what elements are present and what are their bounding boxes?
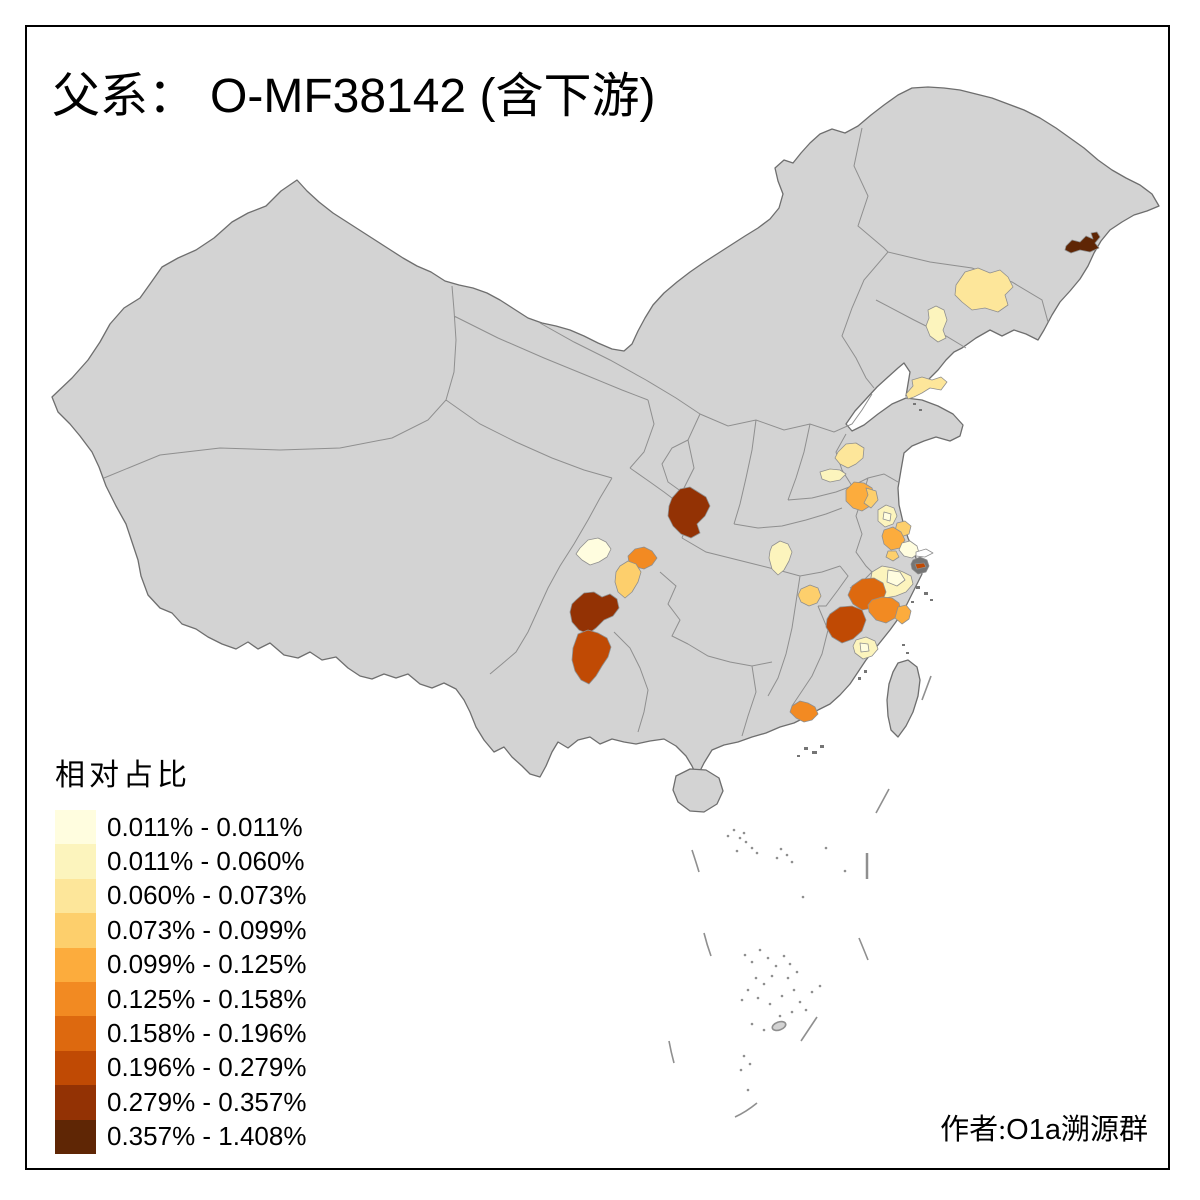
legend-label-4: 0.073% - 0.099% [107, 914, 307, 945]
title-close-paren: ) [639, 70, 656, 123]
attribution-latin: O1a [1006, 1114, 1061, 1146]
region-patch-northeast-yunnan [571, 629, 612, 685]
legend-row: 0.011% - 0.011% [55, 810, 306, 845]
legend-swatch-2 [55, 844, 96, 879]
region-patch-south-shaanxi [667, 486, 711, 539]
region-patch-south-jiangsu [885, 550, 900, 562]
region-patch-huaian-east [863, 487, 879, 509]
legend-label-10: 0.357% - 1.408% [107, 1121, 307, 1152]
region-patch-jilin [954, 267, 1014, 313]
attribution-suffix: 溯源群 [1060, 1114, 1148, 1146]
legend-label-5: 0.099% - 0.125% [107, 949, 307, 980]
legend-swatch-6 [55, 981, 96, 1017]
legend-label-3: 0.060% - 0.073% [107, 880, 307, 911]
china-mainland-outline [51, 86, 1160, 778]
region-patch-liaodong [905, 376, 948, 400]
attribution: 作者:O1a溯源群 [940, 1106, 1148, 1148]
legend-swatch-4 [55, 913, 96, 948]
legend-row: 0.099% - 0.125% [55, 947, 307, 982]
title-cjk-suffix: 含下游 [495, 70, 640, 123]
region-patch-northeast-jiangxi [797, 584, 822, 607]
region-patch-central-pale [768, 540, 793, 576]
legend-row: 0.073% - 0.099% [55, 913, 307, 948]
legend-label-9: 0.279% - 0.357% [107, 1086, 307, 1117]
urban-specks [797, 403, 933, 757]
legend-swatch-7 [55, 1016, 96, 1051]
taiwan-island [886, 659, 921, 738]
region-patch-heilongjiang [1064, 231, 1101, 254]
legend-swatch-1 [55, 810, 96, 845]
legend-row: 0.125% - 0.158% [55, 981, 307, 1017]
legend-label-7: 0.158% - 0.196% [107, 1018, 307, 1049]
region-patch-yancheng-core [882, 511, 892, 522]
legend-row: 0.011% - 0.060% [55, 844, 306, 879]
legend-title: 相对占比 [55, 759, 191, 792]
title-haplogroup: O-MF38142 ( [210, 70, 496, 123]
region-patch-zhejiang-coast [894, 604, 912, 625]
legend-swatch-8 [55, 1050, 96, 1086]
legend-swatch-9 [55, 1085, 96, 1120]
region-patch-wenzhou-core [859, 642, 870, 653]
region-patch-liaoning-north [925, 305, 948, 343]
region-patch-nantong [898, 540, 920, 559]
legend-row: 0.196% - 0.279% [55, 1050, 307, 1086]
chongming-island [915, 548, 934, 558]
region-patch-chongqing-west [614, 560, 642, 599]
legend-swatch-10 [55, 1119, 96, 1154]
legend-row: 0.357% - 1.408% [55, 1119, 307, 1154]
legend-swatch-3 [55, 878, 96, 914]
region-patch-quzhou [825, 605, 867, 644]
legend-label-6: 0.125% - 0.158% [107, 983, 307, 1014]
legend-swatch-5 [55, 947, 96, 982]
region-patch-chengdu [575, 537, 612, 566]
region-patch-liangshan [569, 591, 620, 635]
legend-row: 0.060% - 0.073% [55, 878, 307, 914]
region-patch-jiangsu-west [819, 468, 847, 483]
page-title: 父系： O-MF38142 (含下游) [52, 56, 655, 126]
title-cjk-prefix: 父系： [52, 70, 197, 123]
legend: 相对占比 0.011% - 0.011% 0.011% - 0.060% 0.0… [55, 750, 306, 1154]
south-china-sea-islands [668, 675, 932, 1118]
highlighted-regions [569, 231, 1101, 723]
legend-label-1: 0.011% - 0.011% [107, 811, 303, 842]
hainan-island [672, 768, 724, 813]
region-patch-north-zhejiang-core [886, 569, 906, 587]
china-landmass [51, 86, 1160, 813]
legend-row: 0.158% - 0.196% [55, 1016, 307, 1051]
legend-label-8: 0.196% - 0.279% [107, 1052, 307, 1083]
attribution-prefix: 作者: [940, 1114, 1007, 1146]
region-patch-north-jiangsu [834, 442, 865, 469]
legend-row: 0.279% - 0.357% [55, 1085, 307, 1120]
region-patch-shanghai-core [914, 562, 927, 570]
legend-label-2: 0.011% - 0.060% [107, 846, 305, 877]
south-china-sea-dots [726, 828, 847, 1092]
region-patch-east-guangdong [789, 700, 819, 723]
